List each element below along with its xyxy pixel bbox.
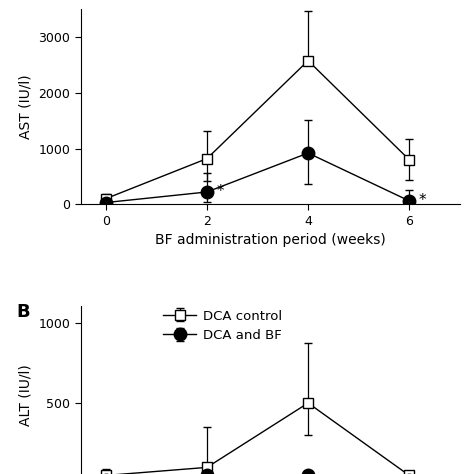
Text: *: * [216, 184, 224, 200]
Text: *: * [419, 193, 426, 209]
X-axis label: BF administration period (weeks): BF administration period (weeks) [155, 233, 385, 247]
Legend: DCA control, DCA and BF: DCA control, DCA and BF [163, 310, 282, 342]
Y-axis label: ALT (IU/l): ALT (IU/l) [19, 364, 33, 426]
Text: B: B [16, 303, 30, 321]
Y-axis label: AST (IU/l): AST (IU/l) [19, 74, 33, 139]
